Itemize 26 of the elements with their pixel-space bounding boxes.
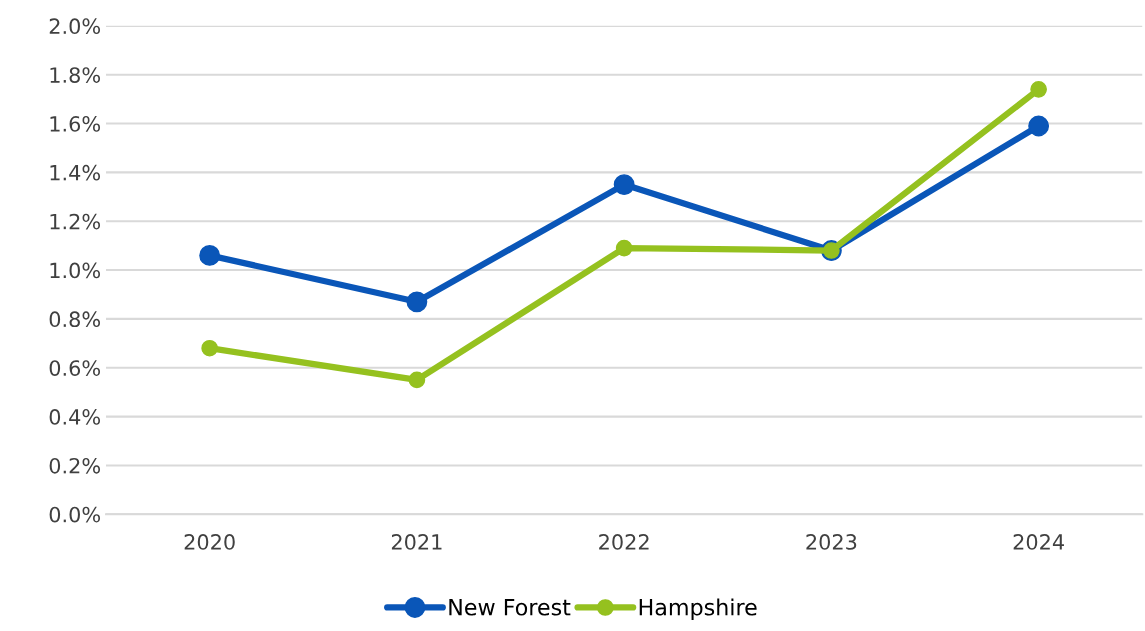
y-tick-label: 0.8% [49,311,101,328]
x-tick-label: 2023 [806,534,857,550]
point [199,244,221,266]
y-tick-label: 1.4% [50,164,101,181]
x-tick-label: 2020 [184,534,235,550]
y-tick-label: 1.2% [50,213,101,230]
point [1030,81,1047,98]
point [408,371,426,389]
x-tick-label: 2024 [1013,534,1064,550]
point [615,239,633,257]
point [1028,115,1050,137]
y-tick-label: 1.6% [50,116,101,132]
legend-label: Hampshire [639,598,757,620]
y-tick-label: 0.0% [49,506,101,523]
y-tick-label: 1.8% [50,67,101,83]
x-tick-label: 2022 [599,534,649,550]
x-tick-label: 2021 [391,534,442,550]
y-tick-label: 2.0% [49,18,101,35]
legend-label: New Forest [449,599,571,616]
point [201,339,218,357]
y-tick-label: 0.6% [49,360,101,376]
y-tick-label: 0.4% [49,409,101,425]
point [406,291,428,313]
y-tick-label: 0.2% [49,457,101,474]
point [613,174,635,196]
y-tick-label: 1.0% [50,262,101,279]
